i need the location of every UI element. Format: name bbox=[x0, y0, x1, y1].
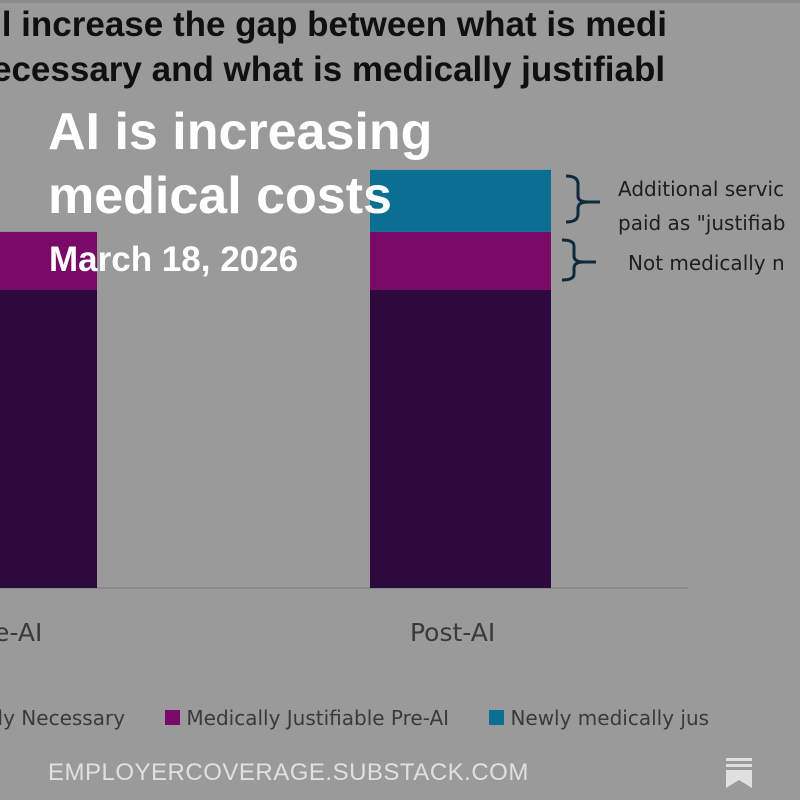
bar-segment bbox=[370, 169, 551, 232]
bar-segment bbox=[370, 290, 551, 588]
post-date: March 18, 2026 bbox=[49, 240, 299, 279]
post-title[interactable]: AI is increasing medical costs bbox=[48, 103, 433, 225]
brace-icon bbox=[561, 238, 596, 282]
site-domain[interactable]: EMPLOYERCOVERAGE.SUBSTACK.COM bbox=[48, 759, 529, 786]
annotation-justifiable: paid as "justifiab bbox=[618, 211, 786, 235]
legend-label: lly Necessary bbox=[0, 705, 126, 730]
annotation-not-necessary: Not medically n bbox=[628, 251, 785, 275]
brace-icon bbox=[565, 174, 600, 224]
chart-title: ll increase the gap between what is medi… bbox=[0, 2, 667, 92]
legend-label: Newly medically jus bbox=[510, 705, 710, 730]
legend-label: Medically Justifiable Pre-AI bbox=[186, 705, 450, 730]
x-tick-label: Post-AI bbox=[410, 618, 496, 647]
legend: lly Necessary Medically Justifiable Pre-… bbox=[0, 702, 709, 732]
bar-segment bbox=[0, 231, 97, 290]
bar-segment bbox=[0, 290, 97, 588]
annotation-braces bbox=[561, 174, 600, 282]
x-tick-label: e-AI bbox=[0, 618, 43, 647]
annotation-additional: Additional servic bbox=[618, 177, 785, 201]
bar-segment bbox=[370, 231, 551, 290]
legend-swatch bbox=[489, 710, 505, 725]
chart-title-line-2: ecessary and what is medically justifiab… bbox=[0, 50, 666, 89]
legend-swatch bbox=[165, 710, 181, 725]
substack-bookmark-icon bbox=[726, 758, 752, 788]
chart-title-line-1: ll increase the gap between what is medi bbox=[0, 5, 667, 44]
